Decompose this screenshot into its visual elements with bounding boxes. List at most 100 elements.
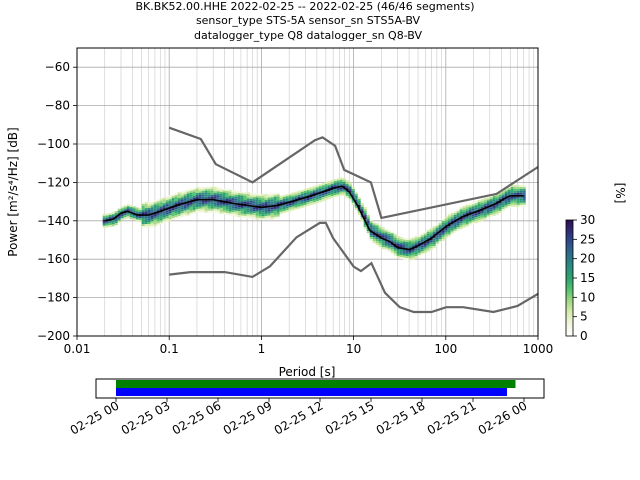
histogram-cell bbox=[396, 251, 400, 254]
histogram-cell bbox=[153, 216, 157, 219]
histogram-cell bbox=[405, 256, 409, 259]
histogram-cell bbox=[390, 231, 394, 234]
histogram-cell bbox=[276, 212, 280, 215]
histogram-cell bbox=[129, 205, 133, 208]
histogram-cell bbox=[171, 208, 175, 211]
histogram-cell bbox=[198, 202, 202, 205]
histogram-cell bbox=[513, 204, 517, 207]
histogram-cell bbox=[276, 194, 280, 197]
histogram-cell bbox=[213, 186, 217, 189]
histogram-cell bbox=[228, 211, 232, 214]
histogram-cell bbox=[474, 207, 478, 210]
histogram-cell bbox=[516, 188, 520, 191]
histogram-cell bbox=[201, 192, 205, 195]
histogram-cell bbox=[261, 216, 265, 219]
histogram-cell bbox=[204, 204, 208, 207]
histogram-cell bbox=[372, 241, 376, 244]
histogram-cell bbox=[489, 199, 493, 202]
histogram-cell bbox=[504, 201, 508, 204]
histogram-cell bbox=[258, 201, 262, 204]
histogram-cell bbox=[258, 213, 262, 216]
histogram-cell bbox=[465, 220, 469, 223]
histogram-cell bbox=[276, 214, 280, 217]
histogram-cell bbox=[225, 197, 229, 200]
histogram-cell bbox=[267, 213, 271, 216]
colorbar-tick-label: 30 bbox=[580, 213, 595, 227]
histogram-cell bbox=[483, 205, 487, 208]
histogram-cell bbox=[192, 193, 196, 196]
histogram-cell bbox=[243, 205, 247, 208]
histogram-cell bbox=[399, 253, 403, 256]
histogram-cell bbox=[105, 217, 109, 220]
histogram-cell bbox=[285, 200, 289, 203]
histogram-cell bbox=[426, 249, 430, 252]
histogram-cell bbox=[456, 225, 460, 228]
histogram-cell bbox=[171, 218, 175, 221]
histogram-cell bbox=[468, 209, 472, 212]
histogram-cell bbox=[456, 229, 460, 232]
histogram-cell bbox=[462, 221, 466, 224]
histogram-cell bbox=[282, 205, 286, 208]
histogram-cell bbox=[498, 208, 502, 211]
histogram-cell bbox=[141, 204, 145, 207]
histogram-cell bbox=[471, 218, 475, 221]
histogram-cell bbox=[513, 196, 517, 199]
histogram-cell bbox=[435, 243, 439, 246]
histogram-cell bbox=[486, 198, 490, 201]
histogram-cell bbox=[210, 196, 214, 199]
histogram-cell bbox=[342, 181, 346, 184]
histogram-cell bbox=[489, 213, 493, 216]
histogram-cell bbox=[150, 205, 154, 208]
histogram-cell bbox=[186, 193, 190, 196]
histogram-cell bbox=[372, 227, 376, 230]
histogram-cell bbox=[231, 208, 235, 211]
histogram-cell bbox=[390, 247, 394, 250]
histogram-cell bbox=[333, 185, 337, 188]
histogram-cell bbox=[363, 225, 367, 228]
histogram-cell bbox=[171, 216, 175, 219]
histogram-cell bbox=[381, 245, 385, 248]
histogram-cell bbox=[438, 221, 442, 224]
histogram-cell bbox=[381, 233, 385, 236]
histogram-cell bbox=[330, 186, 334, 189]
histogram-cell bbox=[402, 251, 406, 254]
histogram-cell bbox=[288, 195, 292, 198]
histogram-cell bbox=[465, 210, 469, 213]
histogram-cell bbox=[417, 234, 421, 237]
y-tick-label: −60 bbox=[45, 60, 70, 74]
histogram-cell bbox=[162, 201, 166, 204]
histogram-cell bbox=[321, 189, 325, 192]
histogram-cell bbox=[411, 241, 415, 244]
histogram-cell bbox=[246, 208, 250, 211]
histogram-cell bbox=[408, 250, 412, 253]
histogram-cell bbox=[255, 207, 259, 210]
histogram-cell bbox=[243, 195, 247, 198]
histogram-cell bbox=[216, 195, 220, 198]
histogram-cell bbox=[258, 193, 262, 196]
histogram-cell bbox=[201, 186, 205, 189]
histogram-cell bbox=[189, 212, 193, 215]
histogram-cell bbox=[378, 239, 382, 242]
histogram-cell bbox=[375, 237, 379, 240]
histogram-cell bbox=[456, 215, 460, 218]
histogram-cell bbox=[501, 201, 505, 204]
histogram-cell bbox=[216, 197, 220, 200]
histogram-cell bbox=[288, 209, 292, 212]
mean-psd bbox=[104, 185, 524, 251]
histogram-cell bbox=[189, 210, 193, 213]
histogram-cell bbox=[120, 208, 124, 211]
histogram-cell bbox=[303, 190, 307, 193]
histogram-cell bbox=[258, 211, 262, 214]
histogram-cell bbox=[267, 195, 271, 198]
histogram-cell bbox=[405, 252, 409, 255]
histogram-cell bbox=[366, 233, 370, 236]
histogram-cell bbox=[258, 199, 262, 202]
histogram-cell bbox=[225, 199, 229, 202]
histogram-cell bbox=[348, 186, 352, 189]
histogram-cell bbox=[153, 200, 157, 203]
histogram-cell bbox=[159, 216, 163, 219]
histogram-cell bbox=[204, 210, 208, 213]
histogram-cell bbox=[522, 186, 526, 189]
histogram-cell bbox=[432, 228, 436, 231]
